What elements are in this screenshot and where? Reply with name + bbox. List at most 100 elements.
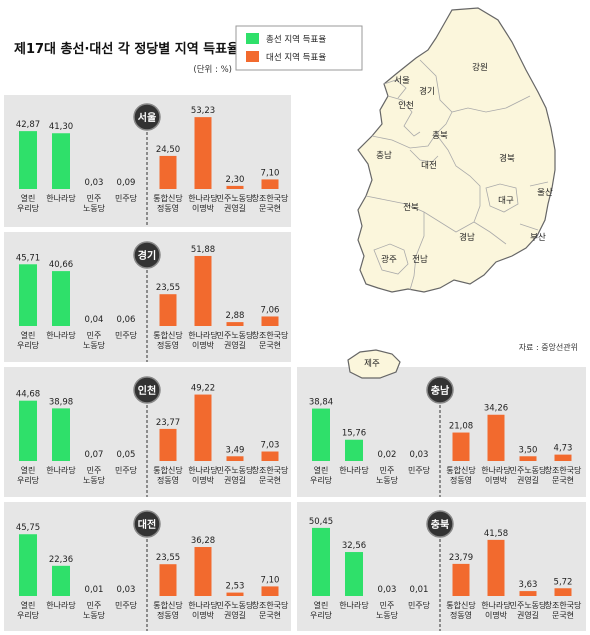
panel-5-value-label-1-3: 5,72 [554, 577, 573, 587]
panel-1-value-label-1-0: 23,55 [156, 283, 180, 293]
panel-0-category-label-0-2-0: 민주 [87, 193, 102, 203]
panel-2-category-label-1-3-0: 창조한국당 [252, 465, 289, 475]
panel-0-category-label-1-1-1: 이명박 [192, 203, 215, 213]
panel-1-category-label-1-1-0: 한나라당 [188, 330, 218, 340]
panel-2-value-label-1-1: 49,22 [191, 384, 215, 394]
panel-0-region-badge [133, 103, 161, 131]
panel-1-category-label-0-0-0: 열린 [21, 330, 36, 340]
panel-0-category-label-0-3-0: 민주당 [115, 193, 138, 203]
panel-2-bar-1-2 [226, 456, 244, 461]
panel-5-category-label-0-1-0: 한나라당 [339, 600, 369, 610]
chart-title: 제17대 총선·대선 각 정당별 지역 득표율 [14, 41, 239, 57]
panel-5-category-label-1-3-0: 창조한국당 [545, 600, 582, 610]
panel-4-value-label-1-2: 2,53 [226, 582, 245, 592]
panel-3-bar-1-1 [487, 414, 505, 461]
panel-1-category-label-1-2-1: 권영길 [224, 340, 246, 350]
panel-1-category-label-0-2-0: 민주 [87, 330, 102, 340]
panel-0-bar-1-0 [159, 155, 177, 189]
panel-1-category-label-1-1-1: 이명박 [192, 340, 215, 350]
panel-4-category-label-1-2-1: 권영길 [224, 610, 246, 620]
panel-3-category-label-1-0-0: 통합신당 [446, 465, 476, 475]
panel-3-value-label-1-3: 4,73 [554, 444, 573, 454]
panel-4-category-label-0-0-1: 우리당 [17, 610, 40, 620]
map-label-jeju: 제주 [364, 359, 380, 369]
panel-3-value-label-0-2: 0,02 [378, 450, 397, 460]
jeju-island-shape [347, 349, 401, 379]
panel-5-category-label-0-2-0: 민주 [380, 600, 395, 610]
panel-1-bar-1-0 [159, 294, 177, 326]
panel-5-value-label-0-3: 0,01 [410, 585, 429, 595]
legend-label-orange: 대선 지역 득표율 [266, 52, 326, 63]
panel-3-category-label-1-1-1: 이명박 [485, 475, 508, 485]
panel-4-value-label-1-1: 36,28 [191, 536, 215, 546]
panel-1-value-label-0-2: 0,04 [85, 315, 104, 325]
panel-0-category-label-0-0-0: 열린 [21, 193, 36, 203]
panel-3-category-label-0-0-0: 열린 [314, 465, 329, 475]
panel-3-value-label-1-1: 34,26 [484, 404, 508, 414]
panel-5-bar-1-1 [487, 539, 505, 596]
panel-3-bar-0-0 [312, 408, 330, 461]
panel-3-category-label-0-1-0: 한나라당 [339, 465, 369, 475]
panel-2-value-label-0-0: 44,68 [16, 390, 40, 400]
panel-1-bar-0-0 [19, 264, 37, 326]
panel-2-category-label-1-0-1: 정동영 [157, 475, 179, 485]
panel-4-value-label-1-0: 23,55 [156, 553, 180, 563]
panel-5-category-label-0-0-0: 열린 [314, 600, 329, 610]
panel-3-value-label-0-1: 15,76 [342, 429, 366, 439]
panel-1-value-label-1-3: 7,06 [261, 305, 280, 315]
map-label-jeonbuk: 전북 [403, 202, 419, 213]
panel-2-bar-1-3 [261, 451, 279, 461]
panel-5-category-label-0-0-1: 우리당 [310, 610, 333, 620]
panel-0-bar-0-0 [19, 131, 37, 189]
panel-3-category-label-1-3-1: 문국현 [552, 476, 574, 485]
panel-4-bar-1-2 [226, 592, 244, 596]
panel-1-category-label-1-3-0: 창조한국당 [252, 330, 289, 340]
panel-0-category-label-1-1-0: 한나라당 [188, 193, 218, 203]
panel-0-value-label-1-1: 53,23 [191, 106, 215, 116]
panel-3-category-label-0-2-0: 민주 [380, 465, 395, 475]
panel-5-category-label-1-3-1: 문국현 [552, 611, 574, 620]
panel-4-value-label-0-2: 0,01 [85, 585, 104, 595]
map-label-chungbuk: 충북 [432, 131, 448, 141]
panel-3-category-label-1-0-1: 정동영 [450, 475, 472, 485]
panel-2-region-badge [133, 376, 161, 404]
panel-4-region-badge [133, 510, 161, 538]
panel-4-value-label-1-3: 7,10 [261, 575, 280, 585]
panel-3-bar-1-0 [452, 432, 470, 461]
panel-1-category-label-0-2-1: 노동당 [83, 340, 106, 350]
korea-map: 강원 서울 경기 인천 충북 충남 대전 경북 울산 대구 전북 경남 부산 광… [347, 7, 578, 379]
panel-2-category-label-1-0-0: 통합신당 [153, 465, 183, 475]
legend-swatch-green [246, 33, 259, 44]
panel-0-category-label-1-0-1: 정동영 [157, 203, 179, 213]
panel-3-value-label-1-0: 21,08 [449, 422, 473, 432]
panel-3-category-label-0-0-1: 우리당 [310, 475, 333, 485]
panel-4-category-label-1-0-1: 정동영 [157, 610, 179, 620]
panel-2-category-label-0-2-1: 노동당 [83, 475, 106, 485]
panel-4-value-label-0-3: 0,03 [117, 585, 136, 595]
panel-4-category-label-1-1-0: 한나라당 [188, 600, 218, 610]
panel-2-value-label-1-2: 3,49 [226, 445, 245, 455]
map-label-seoul: 서울 [394, 76, 410, 86]
source-note: 자료 : 중앙선관위 [519, 342, 578, 352]
panel-4-category-label-0-1-0: 한나라당 [46, 600, 76, 610]
panel-5-category-label-1-2-0: 민주노동당 [510, 600, 547, 610]
map-label-incheon: 인천 [398, 100, 414, 111]
panel-0-bar-1-3 [261, 179, 279, 189]
map-label-gyeongnam: 경남 [459, 232, 475, 243]
panel-3-category-label-1-1-0: 한나라당 [481, 465, 511, 475]
panel-1-region-label: 경기 [138, 249, 156, 262]
panel-3-bar-0-1 [345, 439, 363, 461]
panel-3-category-label-0-2-1: 노동당 [376, 475, 399, 485]
panel-0-value-label-0-1: 41,30 [49, 122, 73, 132]
province-borders [365, 59, 549, 291]
panel-4-category-label-0-2-1: 노동당 [83, 610, 106, 620]
legend: 총선 지역 득표율 대선 지역 득표율 [235, 25, 363, 71]
panel-5-category-label-1-0-0: 통합신당 [446, 600, 476, 610]
panel-2-value-label-0-3: 0,05 [117, 450, 136, 460]
panel-0-category-label-0-0-1: 우리당 [17, 203, 40, 213]
panel-5-value-label-0-1: 32,56 [342, 541, 366, 551]
panel-0-value-label-1-0: 24,50 [156, 145, 180, 155]
regional-bar-charts: 서울42,87열린우리당41,30한나라당0,03민주노동당0,09민주당24,… [16, 103, 582, 632]
panel-2-value-label-1-3: 7,03 [261, 441, 280, 451]
panel-5-region-badge [426, 510, 454, 538]
